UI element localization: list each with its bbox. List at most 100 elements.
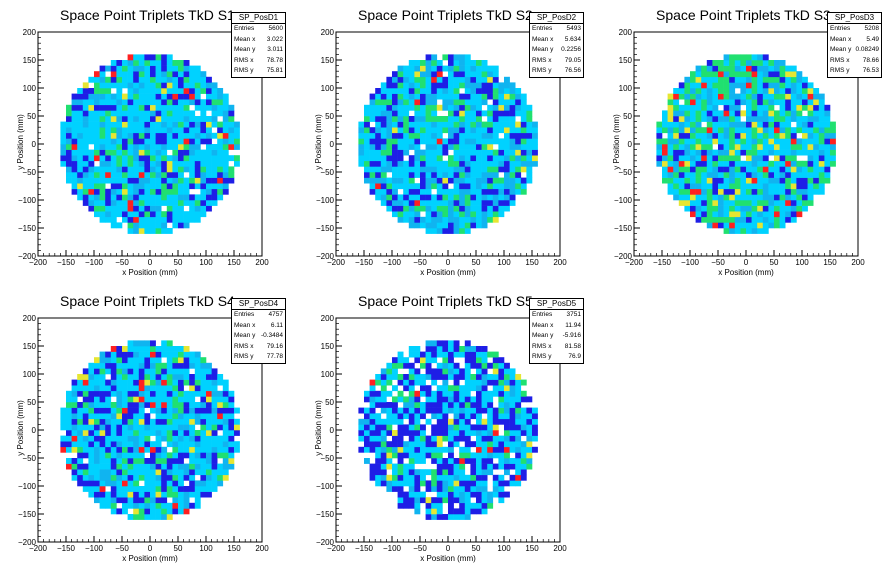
histogram-cell xyxy=(425,60,432,66)
histogram-cell xyxy=(133,340,140,347)
histogram-cell xyxy=(470,88,477,94)
histogram-cell xyxy=(504,390,510,397)
histogram-cell xyxy=(436,172,443,178)
histogram-cell xyxy=(189,216,196,223)
histogram-cell xyxy=(492,379,499,386)
histogram-cell xyxy=(127,116,134,122)
histogram-cell xyxy=(211,463,218,470)
histogram-cell xyxy=(88,430,95,436)
histogram-cell xyxy=(695,110,702,117)
histogram-cell xyxy=(161,183,168,190)
histogram-cell xyxy=(768,93,775,100)
histogram-cell xyxy=(464,441,471,448)
histogram-cell xyxy=(94,469,100,476)
histogram-cell xyxy=(133,65,140,72)
histogram-cell xyxy=(392,452,398,459)
histogram-cell xyxy=(453,351,460,358)
histogram-cell xyxy=(161,385,168,392)
histogram-cell xyxy=(442,211,449,218)
histogram-cell xyxy=(358,446,365,453)
histogram-cell xyxy=(526,407,533,414)
histogram-cell xyxy=(509,402,516,408)
histogram-cell xyxy=(105,502,112,509)
histogram-cell xyxy=(515,407,522,414)
histogram-cell xyxy=(448,480,454,487)
histogram-cell xyxy=(105,65,112,72)
histogram-cell xyxy=(459,172,466,178)
histogram-cell xyxy=(470,502,477,509)
histogram-cell xyxy=(442,469,449,476)
histogram-cell xyxy=(790,65,797,72)
histogram-cell xyxy=(509,374,516,380)
y-tick-label: 0 xyxy=(32,426,37,435)
histogram-cell xyxy=(133,88,140,94)
histogram-cell xyxy=(459,60,466,66)
histogram-cell xyxy=(408,502,415,509)
histogram-cell xyxy=(99,486,106,492)
histogram-cell xyxy=(470,379,477,386)
stats-value: 5.634 xyxy=(564,35,581,43)
histogram-cell xyxy=(172,172,179,178)
histogram-cell xyxy=(380,194,387,201)
histogram-cell xyxy=(99,93,106,100)
histogram-cell xyxy=(757,188,764,195)
histogram-cell xyxy=(77,116,84,122)
histogram-cell xyxy=(414,368,421,375)
histogram-cell xyxy=(127,132,134,139)
histogram-cell xyxy=(375,418,382,425)
histogram-cell xyxy=(82,446,89,453)
histogram-cell xyxy=(695,93,702,100)
histogram-cell xyxy=(779,88,786,94)
histogram-cell xyxy=(200,200,207,206)
histogram-cell xyxy=(442,228,449,234)
x-tick-label: 100 xyxy=(497,544,511,553)
histogram-cell xyxy=(673,110,680,117)
histogram-cell xyxy=(99,121,106,128)
histogram-cell xyxy=(183,390,190,397)
histogram-cell xyxy=(740,149,747,156)
histogram-cell xyxy=(459,71,466,78)
histogram-cell xyxy=(448,188,454,195)
histogram-cell xyxy=(66,418,72,425)
histogram-cell xyxy=(448,396,454,403)
histogram-cell xyxy=(813,160,820,167)
histogram-cell xyxy=(189,177,196,184)
histogram-cell xyxy=(94,385,100,392)
histogram-cell xyxy=(150,166,156,173)
histogram-cell xyxy=(183,402,190,408)
histogram-cell xyxy=(375,138,382,145)
histogram-cell xyxy=(397,502,404,509)
stats-value: 0.08249 xyxy=(855,46,880,54)
histogram-cell xyxy=(178,463,184,470)
histogram-cell xyxy=(526,446,533,453)
histogram-cell xyxy=(178,441,184,448)
histogram-cell xyxy=(448,110,454,117)
histogram-cell xyxy=(392,166,398,173)
histogram-cell xyxy=(690,93,696,100)
histogram-cell xyxy=(133,446,140,453)
histogram-cell xyxy=(414,374,421,380)
histogram-cell xyxy=(150,430,156,436)
histogram-cell xyxy=(790,183,797,190)
histogram-cell xyxy=(178,469,184,476)
histogram-cell xyxy=(420,374,426,380)
histogram-cell xyxy=(133,502,140,509)
histogram-cell xyxy=(234,160,240,167)
histogram-cell xyxy=(200,486,207,492)
histogram-cell xyxy=(217,396,224,403)
histogram-cell xyxy=(785,104,792,111)
histogram-cell xyxy=(459,374,466,380)
histogram-cell xyxy=(161,379,168,386)
histogram-cell xyxy=(774,155,780,162)
histogram-cell xyxy=(172,132,179,139)
histogram-cell xyxy=(464,127,471,134)
histogram-cell xyxy=(228,418,235,425)
histogram-cell xyxy=(498,183,505,190)
histogram-cell xyxy=(509,93,516,100)
histogram-cell xyxy=(155,385,162,392)
histogram-cell xyxy=(166,340,173,347)
histogram-cell xyxy=(380,127,387,134)
histogram-cell xyxy=(476,82,482,89)
histogram-cell xyxy=(498,155,505,162)
histogram-cell xyxy=(217,160,224,167)
